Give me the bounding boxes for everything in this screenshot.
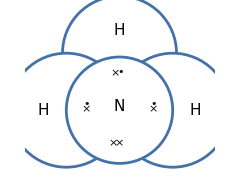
Text: H: H (114, 23, 125, 38)
Text: •: • (83, 99, 89, 108)
Text: ×: × (110, 68, 120, 78)
Circle shape (116, 53, 230, 167)
Text: ×: × (81, 104, 90, 114)
Circle shape (66, 57, 173, 163)
Text: N: N (114, 99, 125, 114)
Text: •: • (150, 99, 157, 108)
Text: H: H (38, 103, 49, 118)
Text: H: H (190, 103, 201, 118)
Circle shape (63, 0, 176, 110)
Text: ×: × (115, 139, 124, 148)
Circle shape (9, 53, 123, 167)
Text: ×: × (109, 139, 118, 148)
Text: ×: × (149, 104, 158, 114)
Text: •: • (117, 67, 124, 77)
